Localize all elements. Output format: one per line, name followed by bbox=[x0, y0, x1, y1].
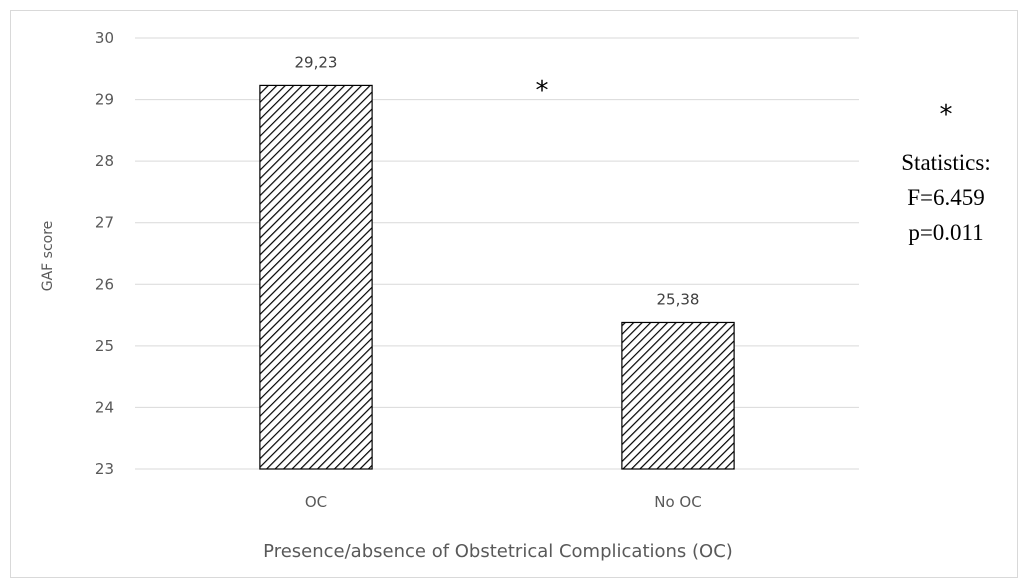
data-label: 29,23 bbox=[295, 53, 338, 71]
y-tick-label: 30 bbox=[95, 29, 114, 47]
data-label: 25,38 bbox=[657, 290, 700, 308]
y-tick-label: 26 bbox=[95, 275, 114, 293]
stats-p-value: p=0.011 bbox=[908, 220, 983, 245]
bars bbox=[259, 84, 735, 470]
bar-oc bbox=[259, 84, 373, 470]
x-axis-ticks: OC No OC bbox=[305, 493, 702, 511]
y-tick-label: 23 bbox=[95, 460, 114, 478]
x-tick-label: OC bbox=[305, 493, 327, 511]
gridlines bbox=[135, 37, 859, 470]
stats-f-value: F=6.459 bbox=[907, 185, 985, 210]
y-tick-label: 24 bbox=[95, 398, 114, 416]
x-tick-label: No OC bbox=[654, 493, 701, 511]
y-tick-label: 25 bbox=[95, 337, 114, 355]
y-axis-title: GAF score bbox=[40, 221, 56, 292]
bar-chart: 23 24 25 26 27 28 29 30 29,23 25,38 OC No OC GAF … bbox=[40, 29, 991, 562]
y-axis-ticks: 23 24 25 26 27 28 29 30 bbox=[95, 29, 114, 478]
y-tick-label: 27 bbox=[95, 214, 114, 232]
x-axis-title: Presence/absence of Obstetrical Complica… bbox=[263, 541, 733, 562]
data-labels: 29,23 25,38 bbox=[295, 53, 700, 308]
y-tick-label: 28 bbox=[95, 152, 114, 170]
chart-frame: 23 24 25 26 27 28 29 30 29,23 25,38 OC No OC GAF … bbox=[10, 10, 1018, 578]
bar-no-oc bbox=[621, 321, 735, 470]
significance-star: * bbox=[536, 76, 549, 106]
stats-star: * bbox=[940, 100, 953, 130]
stats-heading: Statistics: bbox=[901, 150, 990, 175]
y-tick-label: 29 bbox=[95, 91, 114, 109]
